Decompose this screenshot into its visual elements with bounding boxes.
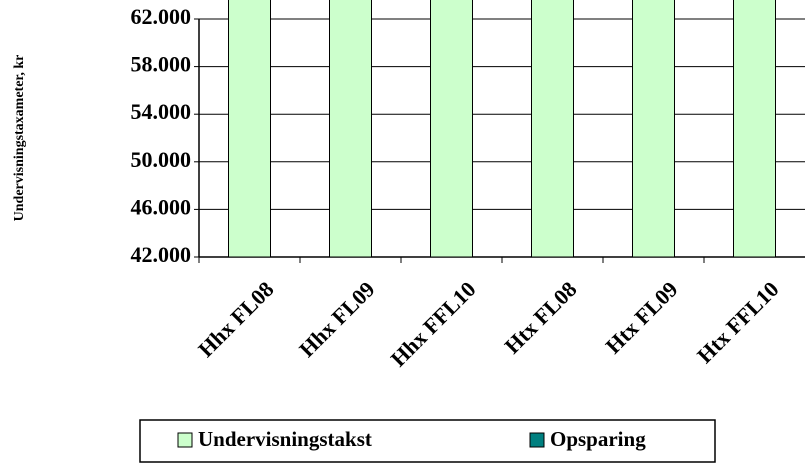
x-tick-label: Htx FL09: [601, 276, 683, 358]
y-tick-label: 50.000: [131, 147, 192, 172]
bar-segment: [531, 0, 574, 258]
bar-segment: [430, 0, 473, 258]
legend-label: Opsparing: [550, 427, 646, 451]
bar-segment: [632, 0, 675, 258]
y-tick-label: 42.000: [131, 242, 192, 267]
legend-swatch: [177, 432, 193, 448]
y-tick-label: 54.000: [131, 99, 192, 124]
bar-segment: [733, 0, 776, 258]
x-tick-label: Htx FL08: [500, 276, 582, 358]
y-tick-label: 62.000: [131, 4, 192, 29]
y-tick-label: 46.000: [131, 194, 192, 219]
bar-segment: [329, 0, 372, 258]
legend-swatch: [529, 432, 545, 448]
x-tick-label: Hhx FL08: [193, 276, 279, 362]
x-tick-label: Hhx FFL10: [386, 276, 481, 371]
y-tick-label: 58.000: [131, 52, 192, 77]
bar-segment: [228, 0, 271, 258]
x-tick-label: Htx FFL10: [692, 276, 784, 368]
y-axis-label: Undervisningstaxameter, kr: [12, 55, 27, 222]
legend-label: Undervisningstakst: [198, 427, 372, 451]
x-tick-label: Hhx FL09: [294, 276, 380, 362]
legend-box: [139, 419, 716, 463]
